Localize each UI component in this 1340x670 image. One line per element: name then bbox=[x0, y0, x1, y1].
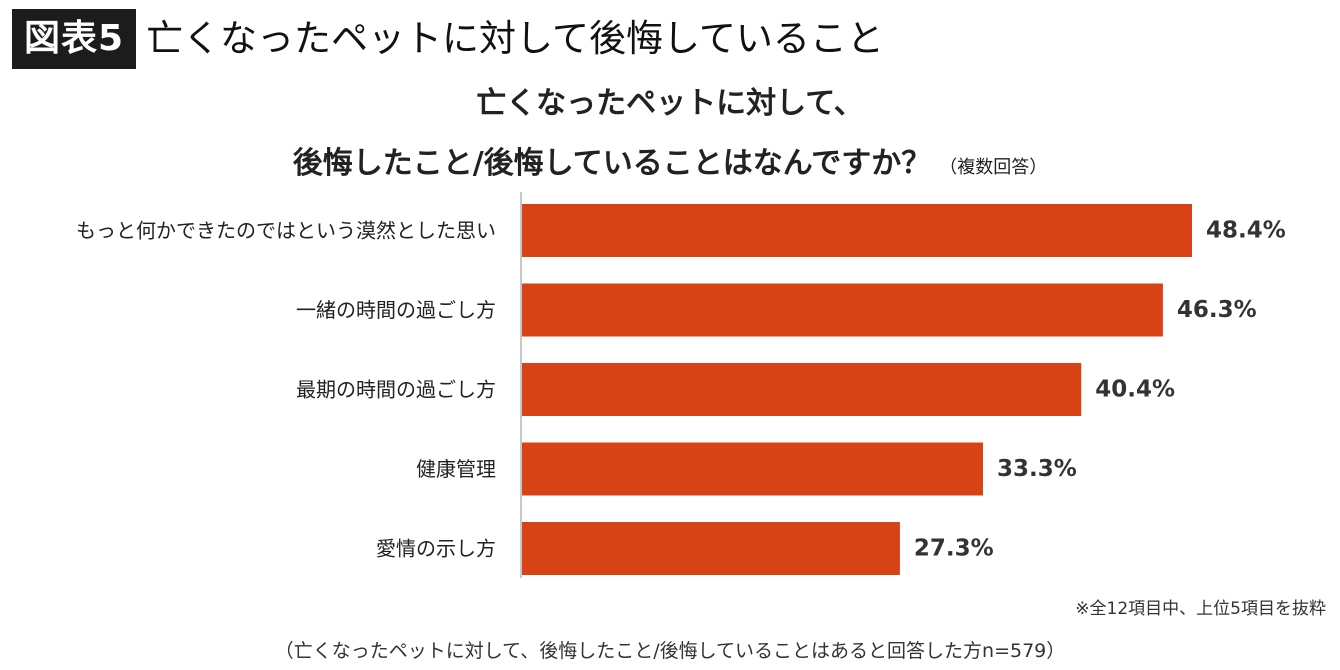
bar bbox=[522, 283, 1163, 337]
figure-badge: 図表5 bbox=[12, 9, 137, 69]
category-label: 愛情の示し方 bbox=[376, 537, 496, 561]
category-label: もっと何かできたのではという漠然とした思い bbox=[76, 219, 496, 243]
category-label: 一緒の時間の過ごし方 bbox=[296, 298, 496, 322]
chart-title-line1-text: 亡くなったペットに対して、 bbox=[476, 86, 864, 121]
value-label: 48.4% bbox=[1206, 218, 1286, 244]
chart-title-line2-text: 後悔したこと/後悔していることはなんですか？ bbox=[292, 146, 932, 181]
bar bbox=[522, 204, 1192, 257]
sample-note: （亡くなったペットに対して、後悔したこと/後悔していることはあると回答した方n=… bbox=[274, 640, 1066, 662]
bar bbox=[522, 522, 900, 575]
bar bbox=[522, 442, 983, 496]
category-label: 健康管理 bbox=[416, 457, 496, 481]
value-label: 46.3% bbox=[1177, 297, 1257, 323]
value-label: 33.3% bbox=[997, 456, 1077, 482]
value-label: 40.4% bbox=[1095, 377, 1175, 403]
footnote: ※全12項目中、上位5項目を抜粋 bbox=[1075, 599, 1326, 619]
figure-title: 亡くなったペットに対して後悔していること bbox=[146, 17, 884, 60]
value-label: 27.3% bbox=[914, 536, 994, 562]
figure-header: 図表5 亡くなったペットに対して後悔していること bbox=[12, 8, 884, 70]
category-label: 最期の時間の過ごし方 bbox=[296, 378, 496, 402]
bar bbox=[522, 363, 1082, 416]
chart-title-note: （複数回答） bbox=[939, 157, 1048, 178]
chart-title-line1: 亡くなったペットに対して、 bbox=[0, 78, 1340, 122]
chart-title-line2: 後悔したこと/後悔していることはなんですか？ （複数回答） bbox=[0, 138, 1340, 182]
